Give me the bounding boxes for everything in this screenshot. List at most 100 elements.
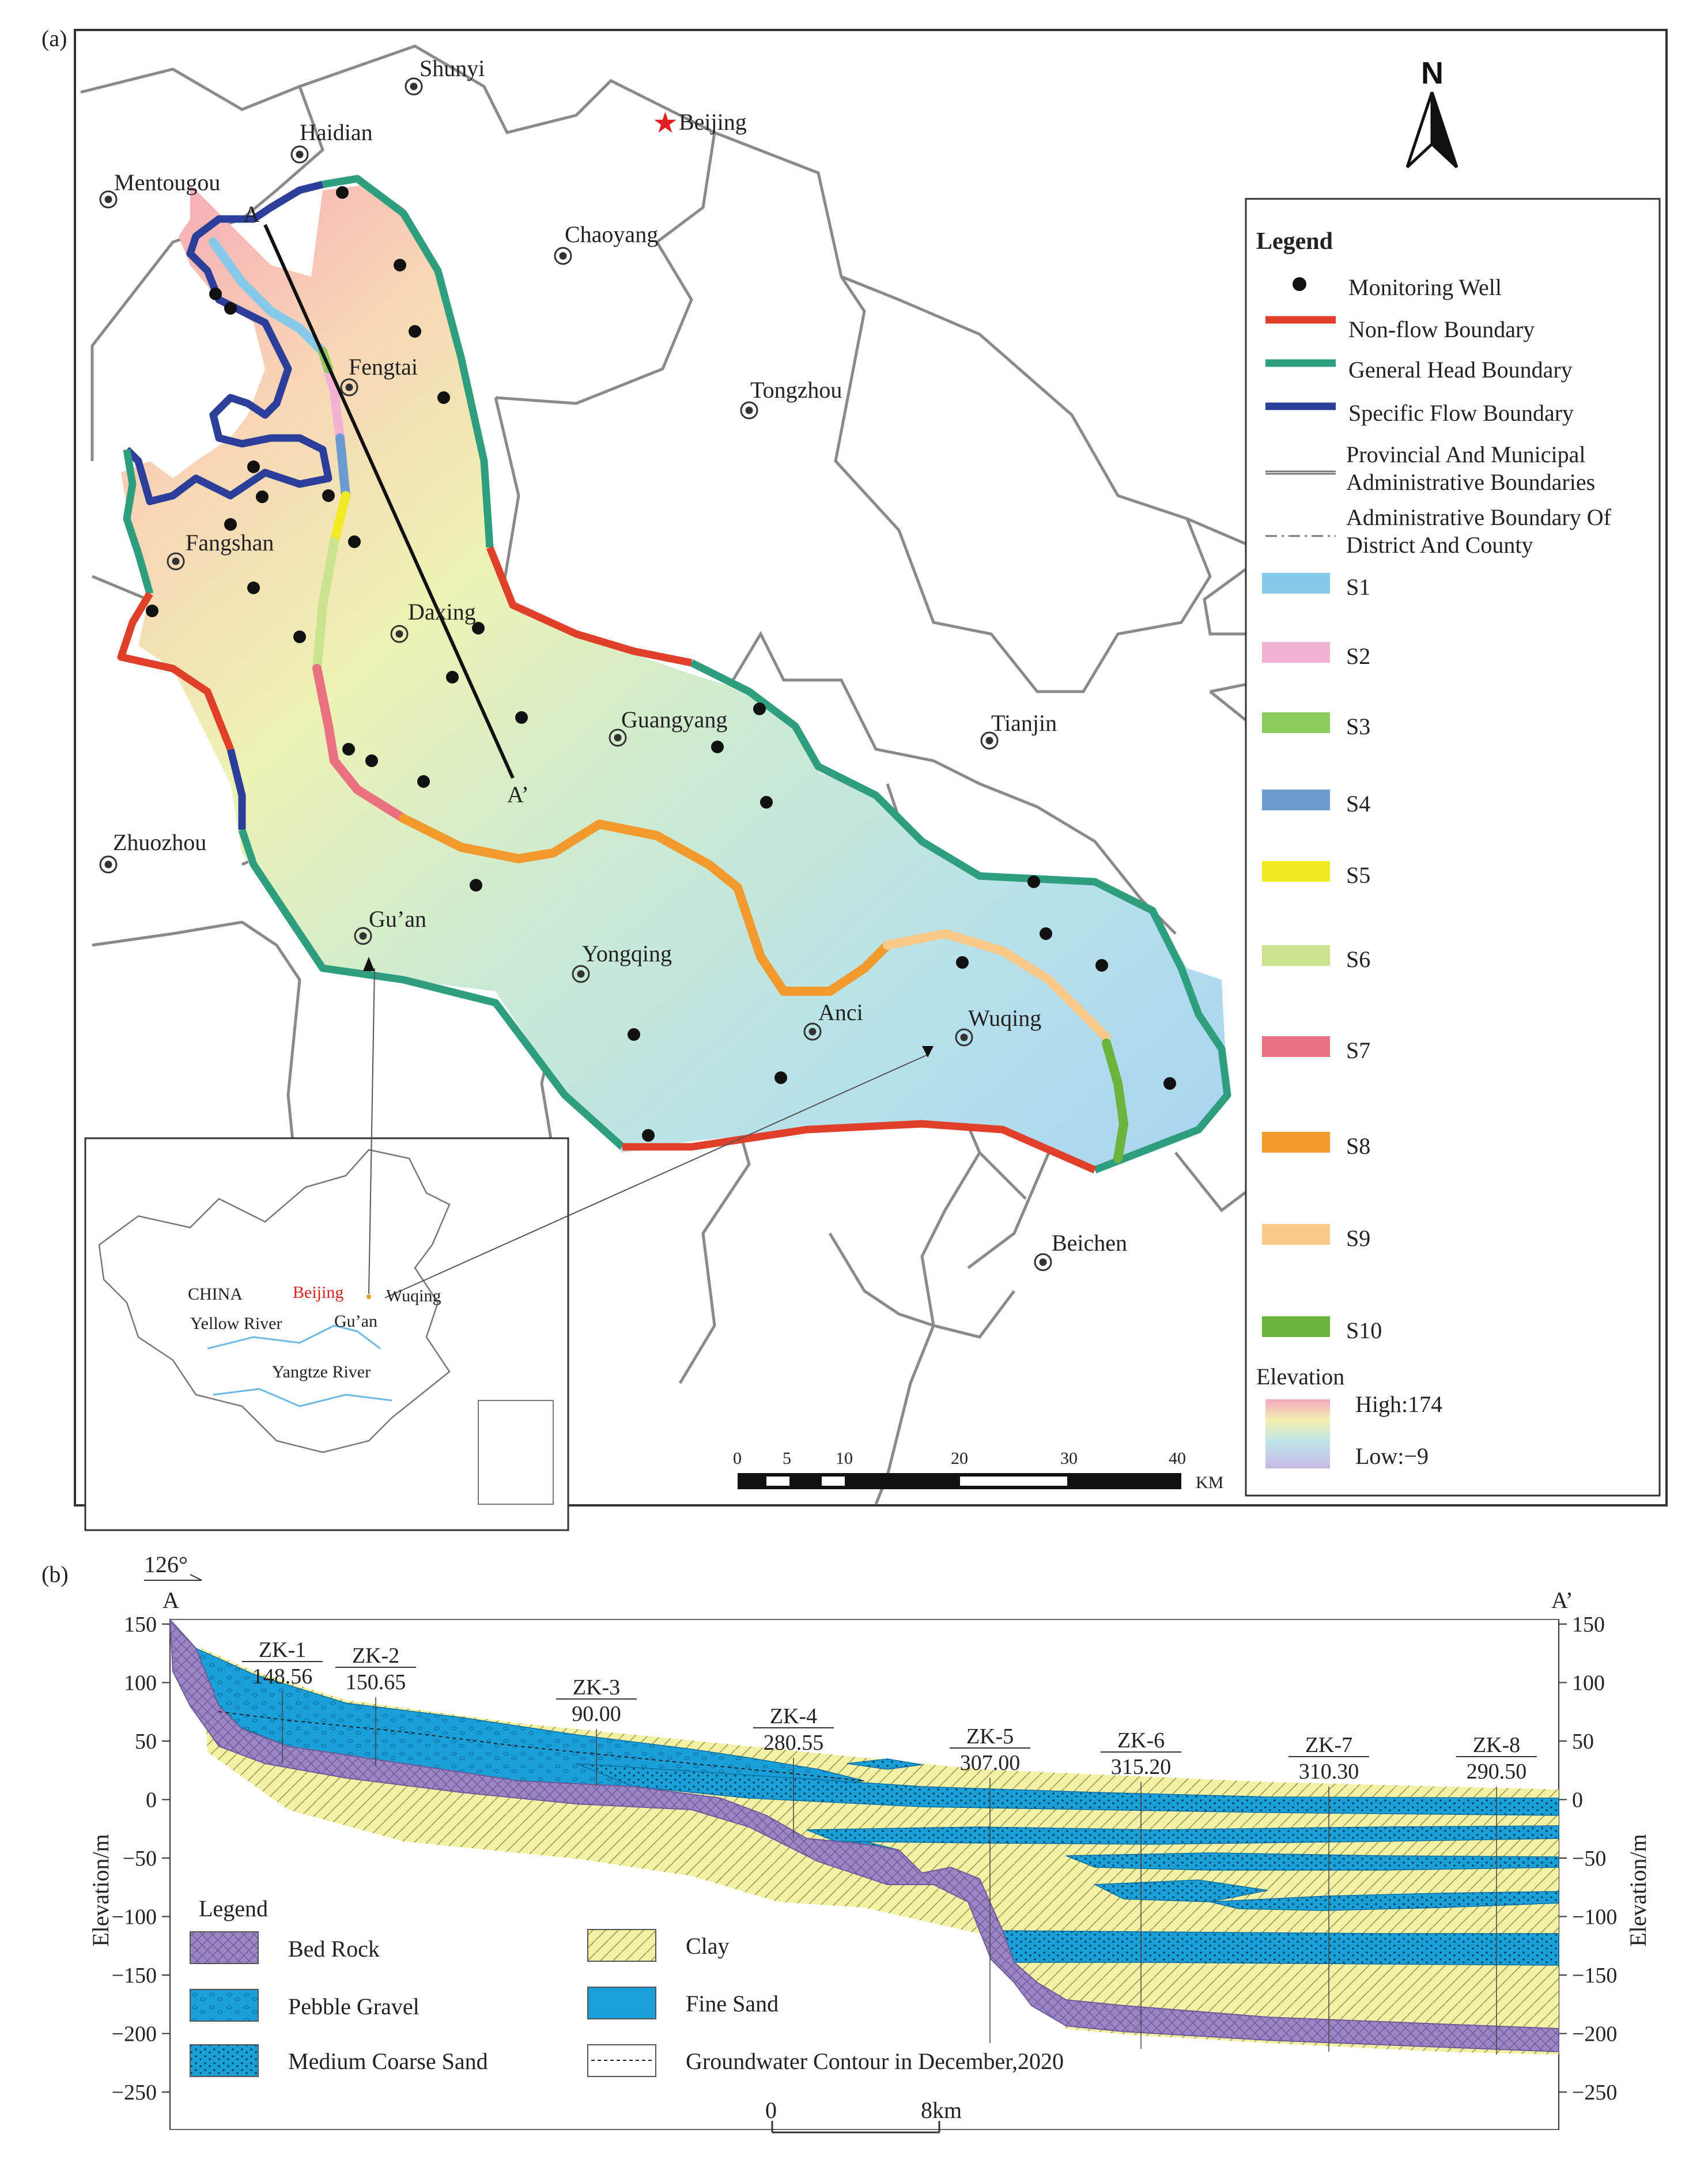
- legend-label: S7: [1346, 1037, 1370, 1063]
- finesand-lens: [847, 1758, 923, 1770]
- legend-label: S1: [1346, 574, 1370, 600]
- place-label: Beijing: [679, 109, 747, 135]
- well: [446, 671, 459, 684]
- finesand-lens: [1065, 1852, 1559, 1871]
- map-legend-title: Legend: [1256, 228, 1333, 255]
- borehole-name: ZK-4: [770, 1704, 817, 1728]
- well: [146, 605, 158, 617]
- legend-label: Provincial And Municipal Administrative …: [1346, 441, 1596, 495]
- place-marker-tianjin: [980, 731, 999, 750]
- borehole-name: ZK-8: [1473, 1733, 1520, 1757]
- place-marker-mentougou: [99, 190, 118, 209]
- well: [956, 956, 969, 969]
- place-label: Yongqing: [582, 941, 672, 966]
- section-legend: Legend Bed Rock Clay Pebble Gravel Fine …: [190, 1896, 1064, 2077]
- place-marker-fengtai: [340, 378, 358, 397]
- place-marker-yongqing: [572, 965, 590, 983]
- place-label: Zhuozhou: [113, 829, 206, 855]
- bedrock-layer: [169, 1618, 1559, 2053]
- legend-swatch-s8: [1262, 1132, 1330, 1153]
- section-scale-bar: 0 8km: [765, 2097, 962, 2134]
- y-axis-label-left: Elevation/m: [88, 1834, 114, 1947]
- inset-map: CHINA Beijing Wuqing Yellow River Gu’an …: [84, 957, 934, 1531]
- well: [711, 741, 724, 753]
- borehole-name: ZK-1: [259, 1638, 306, 1662]
- elevation-high: High:174: [1355, 1391, 1442, 1417]
- y-tick-label: 150: [1572, 1613, 1605, 1637]
- scale-tick: 0: [733, 1449, 742, 1468]
- elevation-ramp: [1265, 1399, 1330, 1468]
- y-tick-label: −200: [1572, 2022, 1617, 2047]
- section-end-label: A’: [507, 781, 529, 807]
- well: [224, 518, 237, 531]
- borehole-value: 307.00: [960, 1751, 1021, 1775]
- scale-tick: 40: [1169, 1449, 1186, 1468]
- legend-swatch-clay: [587, 1929, 656, 1962]
- legend-swatch-s2: [1262, 642, 1330, 663]
- place-label: Haidian: [300, 119, 373, 145]
- north-arrow-icon: N: [1405, 56, 1458, 168]
- well: [1027, 875, 1040, 888]
- legend-segment-swatches: S1 S2 S3 S4 S5 S6 S7 S8 S9 S10: [1262, 573, 1382, 1343]
- finesand-lens: [806, 1825, 1559, 1845]
- section-legend-title: Legend: [199, 1896, 268, 1921]
- borehole-name: ZK-7: [1305, 1733, 1352, 1757]
- river-s5: [330, 491, 350, 546]
- legend-label: S8: [1346, 1133, 1370, 1159]
- section-angle: 126°: [144, 1551, 188, 1577]
- medsand-layer: [576, 1763, 1559, 1816]
- legend-swatch-s1: [1262, 573, 1330, 594]
- y-tick-label: 100: [124, 1671, 157, 1696]
- legend-label: S4: [1346, 791, 1370, 817]
- scale-b-start: 0: [765, 2097, 777, 2123]
- general-head-boundary: [322, 175, 494, 548]
- borehole-value: 150.65: [346, 1670, 406, 1694]
- place-label: Beichen: [1052, 1230, 1127, 1256]
- borehole-name: ZK-6: [1117, 1728, 1165, 1753]
- well: [760, 796, 773, 809]
- y-tick-label: −100: [1572, 1905, 1617, 1930]
- well: [1095, 959, 1108, 972]
- place-label: Fengtai: [349, 354, 418, 380]
- non-flow-boundary: [486, 546, 693, 667]
- finesand-lens: [1093, 1879, 1268, 1902]
- legend-swatch-bedrock: [190, 1931, 259, 1964]
- y-axis-label-right: Elevation/m: [1625, 1834, 1651, 1947]
- y-tick-label: −150: [1572, 1964, 1617, 1988]
- place-label: Daxing: [408, 599, 476, 625]
- place-marker-tongzhou: [740, 401, 758, 420]
- well: [247, 582, 260, 594]
- y-tick-label: −250: [1572, 2081, 1617, 2105]
- well: [470, 879, 482, 892]
- map-legend: Legend Monitoring Well Non-flow Boundary…: [1245, 198, 1661, 1497]
- well: [417, 775, 430, 788]
- borehole-value: 310.30: [1299, 1760, 1359, 1784]
- fine-sand-layer: [1002, 1930, 1559, 1966]
- y-tick-label: 100: [1572, 1671, 1605, 1696]
- well: [774, 1071, 787, 1084]
- place-label: Wuqing: [968, 1005, 1041, 1031]
- angle-arrow: [144, 1574, 202, 1581]
- monitoring-wells: [146, 186, 1176, 1142]
- place-marker-wuqing: [955, 1028, 973, 1047]
- well: [348, 535, 361, 548]
- y-tick-label: 0: [146, 1788, 157, 1813]
- place-marker-fangshan: [167, 552, 185, 571]
- legend-swatch-finesand: [587, 1987, 656, 2019]
- y-ticks: 150 150 100 100 50 50 0 0 −50 −50 −100 −100 −150 −150…: [112, 1613, 1618, 2105]
- well: [224, 302, 237, 315]
- well: [293, 630, 306, 643]
- legend-label: S10: [1346, 1317, 1382, 1343]
- place-marker-haidian: [290, 145, 309, 164]
- y-tick-label: 50: [1572, 1730, 1594, 1754]
- well: [515, 711, 528, 724]
- elevation-title: Elevation: [1256, 1364, 1344, 1390]
- place-marker-chaoyang: [554, 247, 572, 265]
- place-marker-anci: [803, 1022, 822, 1041]
- inset-china: CHINA: [188, 1285, 243, 1304]
- place-label: Guangyang: [621, 707, 727, 733]
- well: [322, 489, 335, 502]
- borehole-name: ZK-5: [966, 1724, 1014, 1749]
- well: [247, 460, 260, 473]
